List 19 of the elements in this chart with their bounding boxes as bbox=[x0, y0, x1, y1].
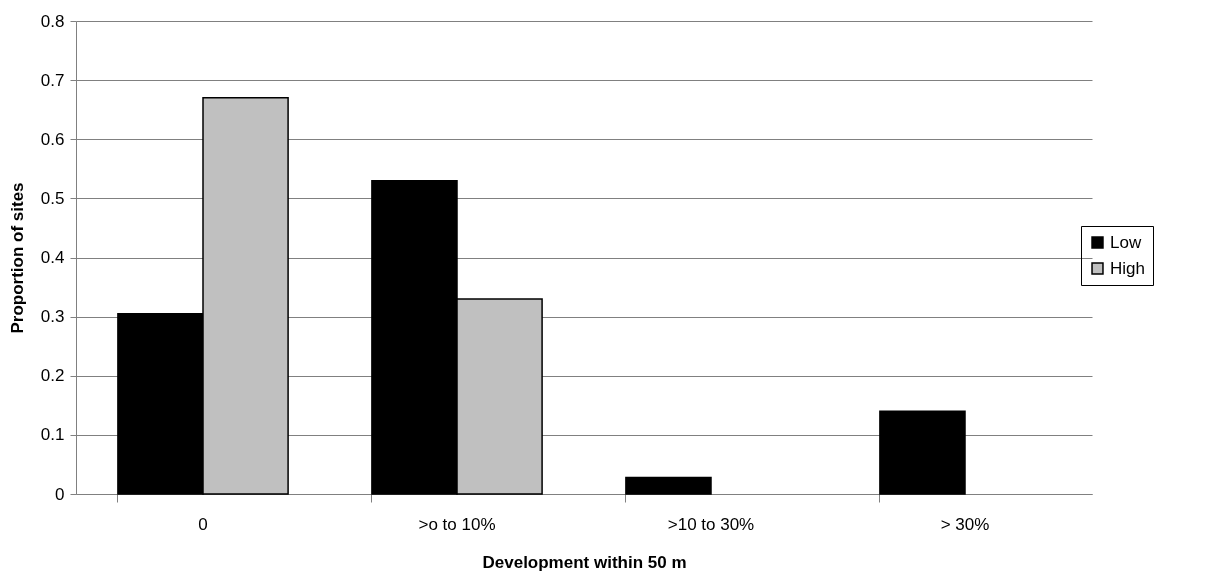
y-tick-label: 0.7 bbox=[40, 70, 65, 90]
y-tick-label: 0.3 bbox=[40, 307, 65, 327]
x-tick-label: >o to 10% bbox=[418, 514, 496, 534]
y-tick-label: 0.6 bbox=[40, 129, 65, 149]
y-tick-label: 0.8 bbox=[40, 11, 65, 31]
y-axis-title: Proportion of sites bbox=[7, 182, 27, 334]
bar bbox=[625, 476, 712, 495]
y-tick-label: 0.2 bbox=[40, 366, 65, 386]
y-tick-label: 0.5 bbox=[40, 188, 65, 208]
x-tick-label: 0 bbox=[198, 514, 208, 534]
x-tick-label: > 30% bbox=[940, 514, 990, 534]
y-tick-label: 0 bbox=[55, 484, 65, 504]
y-tick-label: 0.4 bbox=[40, 248, 65, 267]
x-tick-label: >10 to 30% bbox=[667, 514, 755, 534]
legend-label: Low bbox=[1110, 232, 1142, 252]
legend-label: High bbox=[1110, 258, 1145, 278]
y-tick-label: 0.1 bbox=[40, 425, 65, 445]
bar bbox=[879, 410, 966, 495]
x-axis-title: Development within 50 m bbox=[482, 552, 687, 572]
